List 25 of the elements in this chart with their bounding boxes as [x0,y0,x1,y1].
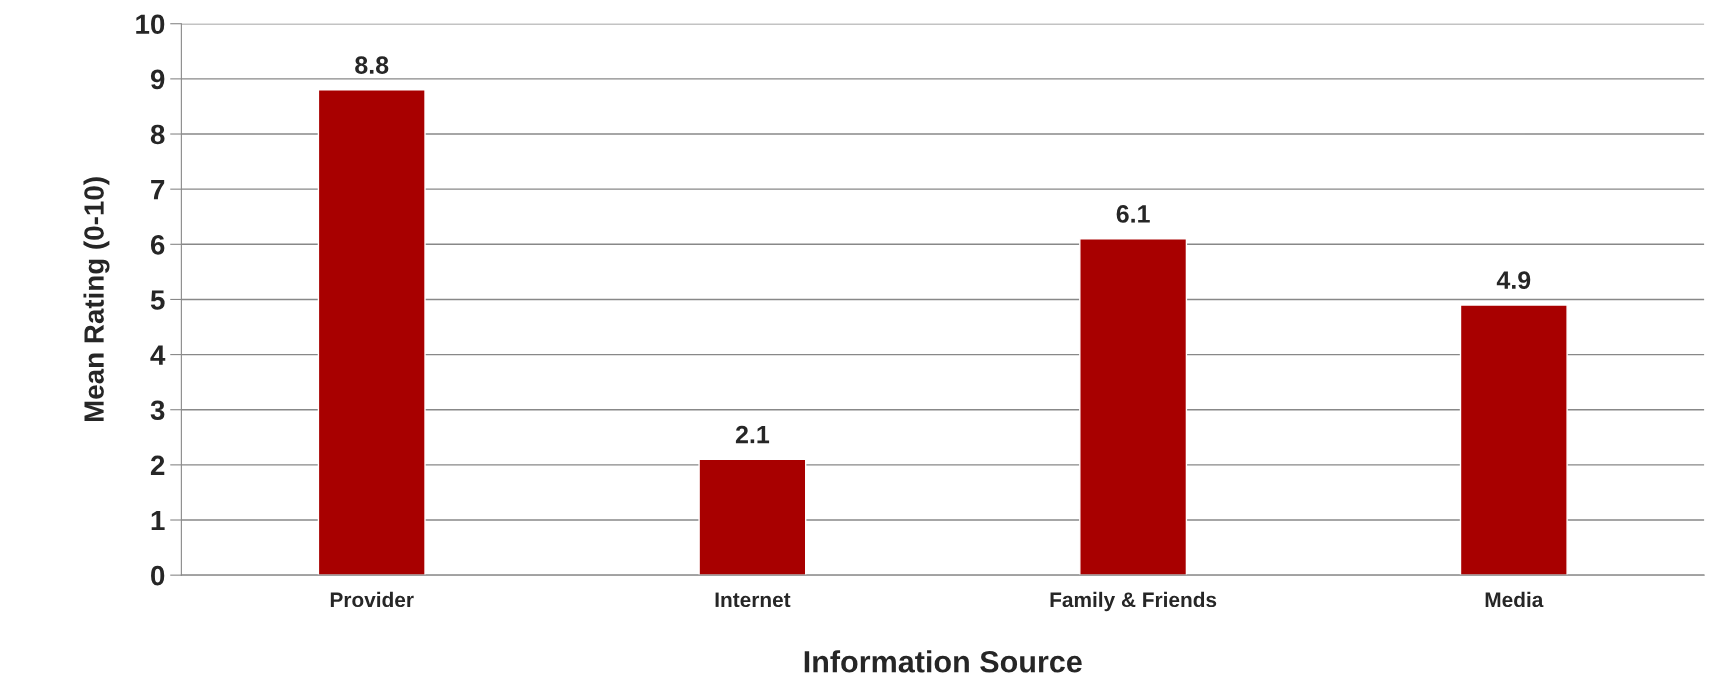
y-tick-label: 6 [150,234,165,255]
y-tick-label: 8 [150,124,165,145]
y-tick-label: 0 [151,565,165,586]
y-tick-label: 9 [150,69,165,90]
y-tick-label: 2 [150,455,165,475]
data-label: 2.1 [735,425,770,444]
data-label: 4.9 [1496,271,1531,289]
data-label: 8.8 [355,56,389,74]
x-axis-title: Information Source [804,650,1082,673]
y-tick-label: 7 [151,180,165,200]
y-tick-label: 4 [150,345,166,365]
data-label: 6.1 [1116,205,1150,223]
y-axis-title: Mean Rating (0-10) [83,177,110,422]
y-tick-label: 10 [136,14,165,35]
x-tick-label: Media [1485,591,1544,608]
bar [1079,238,1188,576]
x-tick-label: Internet [715,592,791,608]
y-tick-label: 5 [150,290,165,310]
bar [1459,304,1568,576]
x-tick-label: Provider [330,591,414,608]
y-tick-label: 3 [150,400,165,421]
bar [698,458,807,576]
y-tick-label: 1 [151,510,165,531]
bar [317,89,426,576]
x-tick-label: Family & Friends [1050,591,1217,612]
